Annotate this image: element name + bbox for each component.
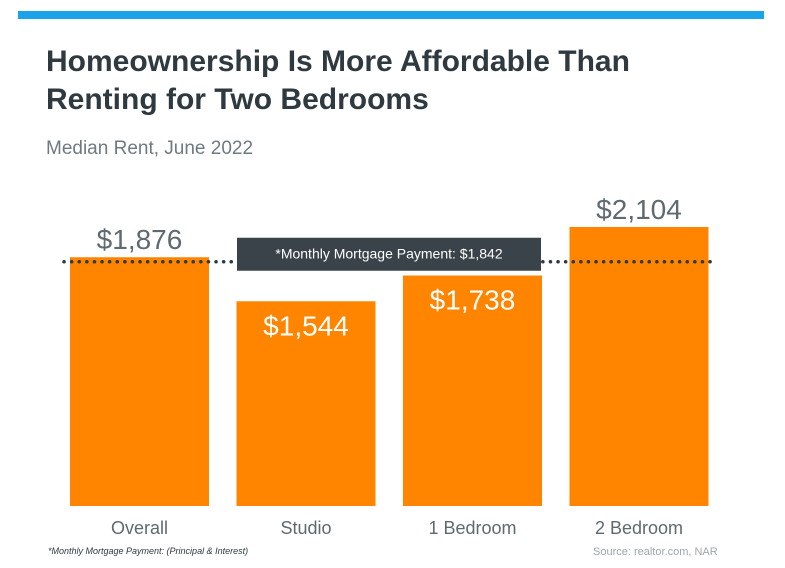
bar-1-bedroom xyxy=(403,275,542,506)
value-label: $2,104 xyxy=(596,194,682,225)
category-label: 2 Bedroom xyxy=(595,518,683,538)
category-label: Overall xyxy=(111,518,168,538)
chart-title: Homeownership Is More Affordable Than Re… xyxy=(46,43,746,119)
mortgage-label-box xyxy=(237,237,541,271)
value-label: $1,738 xyxy=(430,285,516,316)
bar-2-bedroom xyxy=(569,227,709,506)
footnote: *Monthly Mortgage Payment: (Principal & … xyxy=(48,546,249,556)
bar-studio xyxy=(236,301,376,506)
mortgage-label: *Monthly Mortgage Payment: $1,842 xyxy=(275,246,502,262)
top-accent-bar xyxy=(18,11,764,19)
chart-title-line-2: Renting for Two Bedrooms xyxy=(46,83,429,116)
bar-overall xyxy=(70,257,209,506)
chart-title-line-1: Homeownership Is More Affordable Than xyxy=(46,45,630,78)
chart-subtitle: Median Rent, June 2022 xyxy=(46,138,254,159)
category-label: Studio xyxy=(280,518,331,538)
value-label: $1,544 xyxy=(263,310,349,341)
source-note: Source: realtor.com, NAR xyxy=(593,546,718,558)
value-label: $1,876 xyxy=(97,224,183,255)
category-label: 1 Bedroom xyxy=(428,518,516,538)
